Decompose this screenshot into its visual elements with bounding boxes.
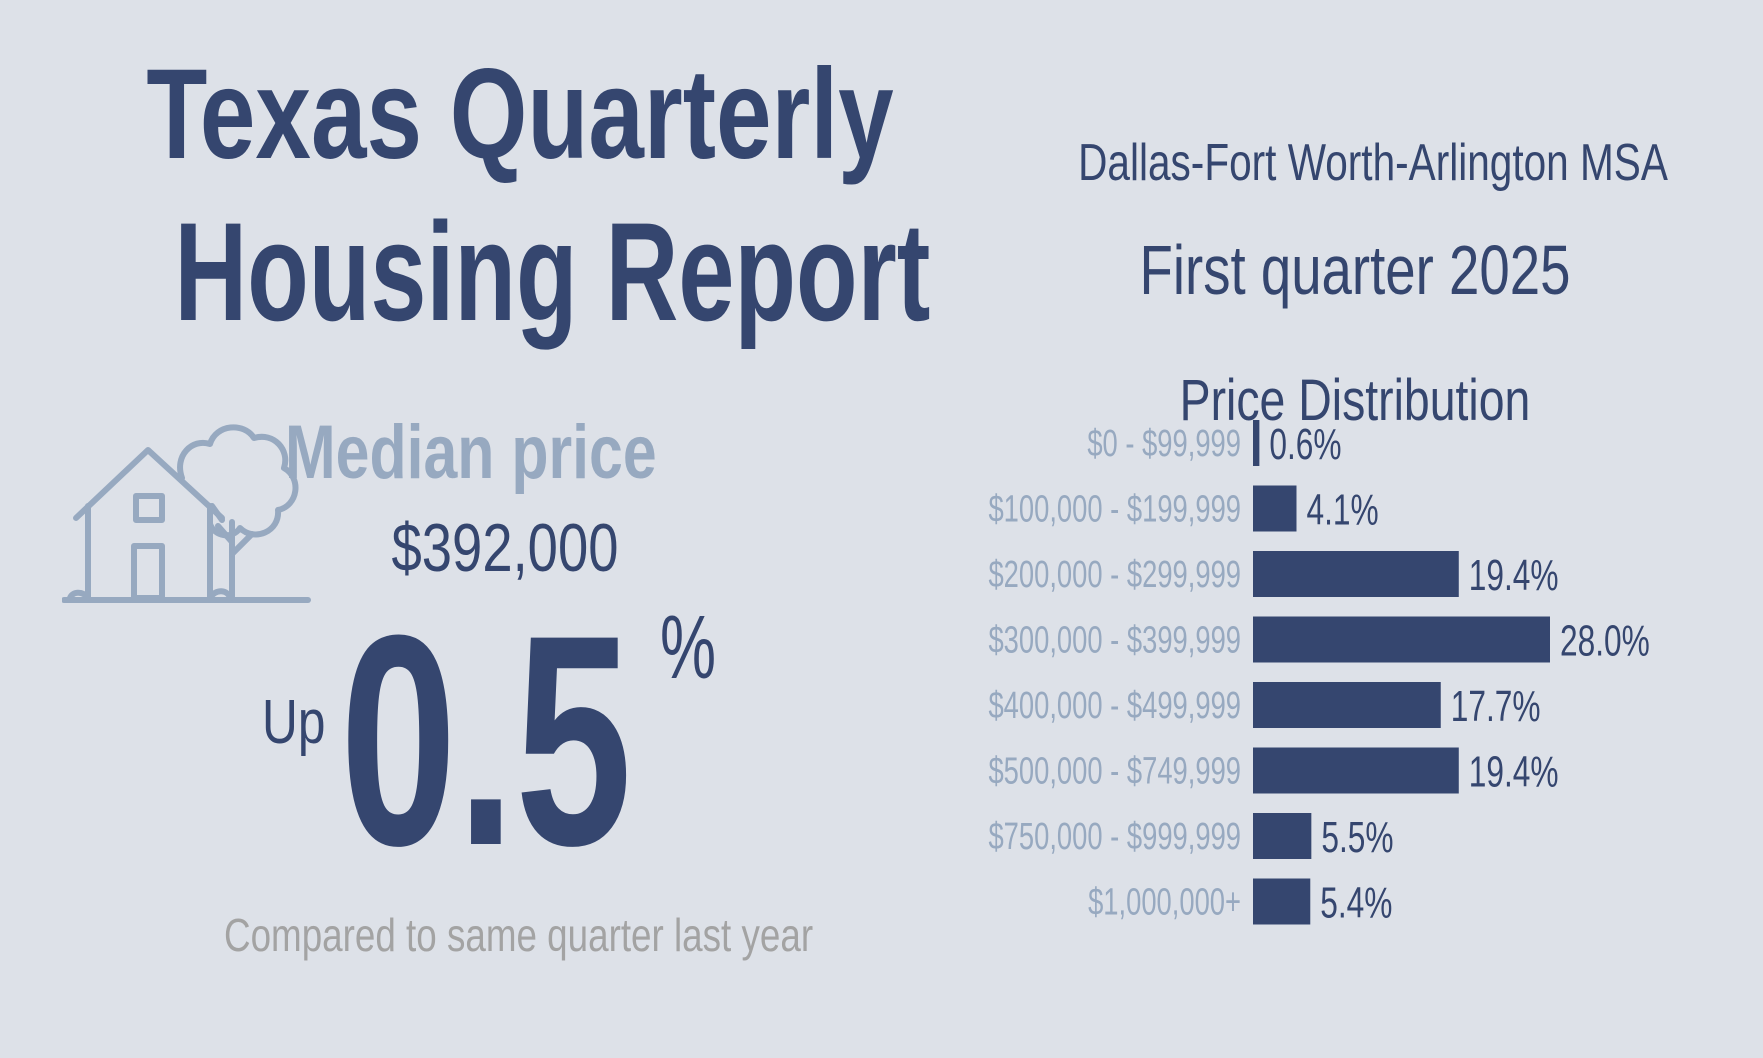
value-label: 5.5% (1321, 813, 1393, 862)
median-price-label: Median price (285, 410, 657, 495)
bar (1253, 420, 1260, 466)
value-label: 4.1% (1306, 485, 1378, 534)
bar (1253, 813, 1312, 859)
comparison-note: Compared to same quarter last year (224, 909, 814, 961)
category-label: $300,000 - $399,999 (988, 619, 1241, 661)
median-price-value: $392,000 (391, 510, 619, 586)
value-label: 28.0% (1560, 616, 1650, 665)
house-with-tree-icon (62, 424, 311, 603)
category-label: $200,000 - $299,999 (988, 554, 1241, 596)
value-label: 0.6% (1269, 420, 1341, 469)
report-period: First quarter 2025 (1139, 231, 1571, 309)
value-label: 5.4% (1320, 878, 1392, 927)
category-label: $400,000 - $499,999 (988, 685, 1241, 727)
category-label: $500,000 - $749,999 (988, 750, 1241, 792)
category-label: $100,000 - $199,999 (988, 488, 1241, 530)
bar (1253, 682, 1441, 728)
bar (1253, 616, 1550, 663)
report-title-line2: Housing Report (174, 193, 931, 350)
bar (1253, 747, 1459, 794)
category-label: $1,000,000+ (1088, 881, 1241, 923)
category-label: $750,000 - $999,999 (988, 816, 1241, 858)
bar (1253, 878, 1311, 925)
change-percent-unit: % (660, 598, 717, 698)
report-title-line1: Texas Quarterly (146, 43, 894, 186)
category-label: $0 - $99,999 (1087, 423, 1241, 465)
value-label: 19.4% (1469, 551, 1559, 600)
price-distribution-chart: Price Distribution $0 - $99,999 0.6% $100,… (988, 368, 1650, 928)
bar (1253, 551, 1459, 597)
value-label: 17.7% (1451, 682, 1541, 731)
change-direction: Up (262, 688, 326, 757)
bar (1253, 485, 1297, 532)
chart-title: Price Distribution (1180, 368, 1531, 433)
change-percent-value: 0.5 (340, 572, 632, 908)
value-label: 19.4% (1469, 747, 1559, 796)
region-name: Dallas-Fort Worth-Arlington MSA (1078, 134, 1668, 192)
